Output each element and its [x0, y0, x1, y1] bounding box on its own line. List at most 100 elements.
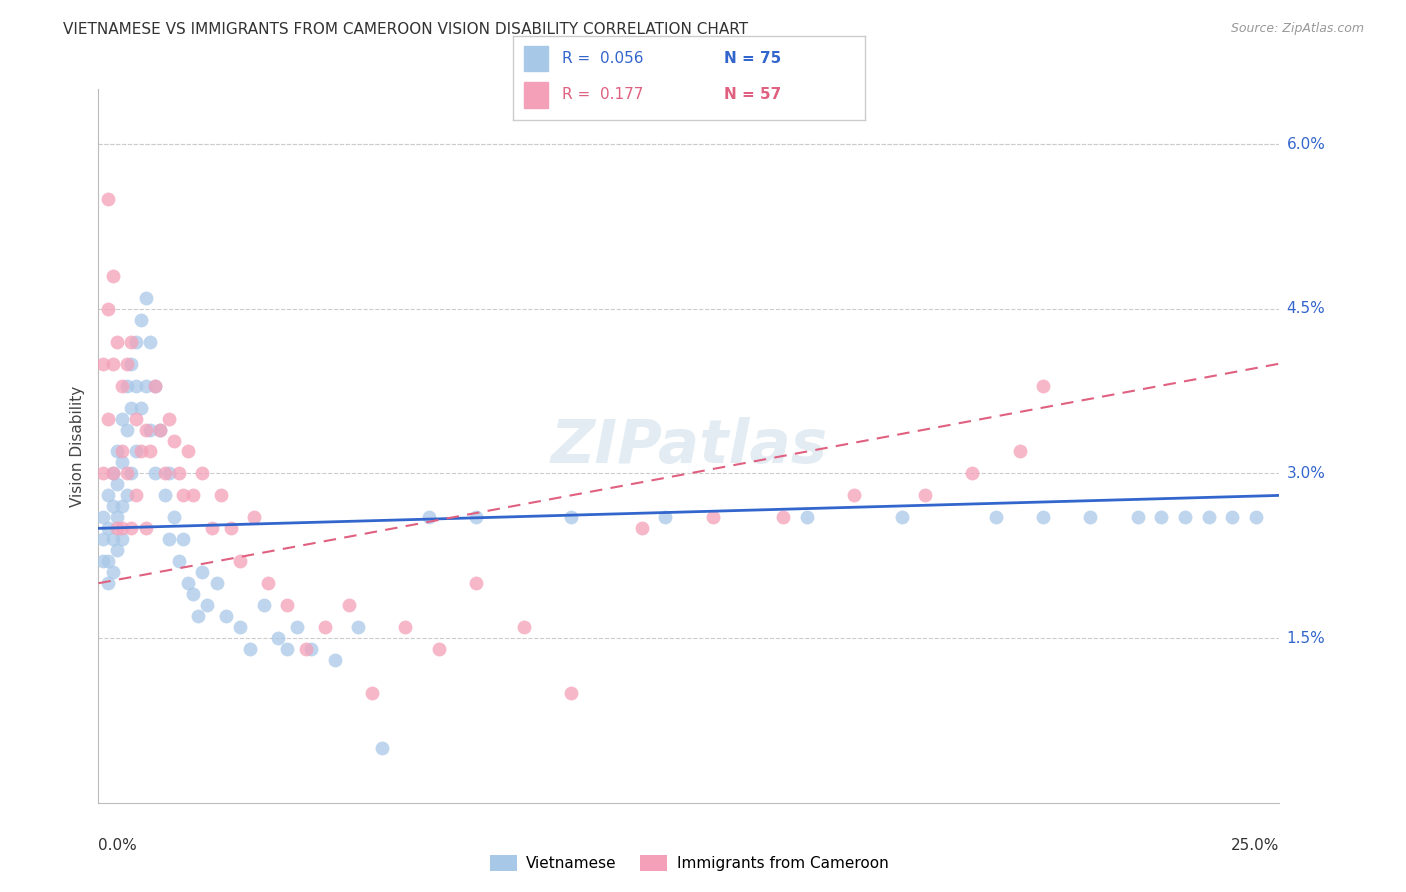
Point [97, 488, 120, 502]
Point [209, 488, 232, 502]
Text: 0.0%: 0.0% [98, 838, 138, 854]
Point [1080, 510, 1102, 524]
Point [97, 301, 120, 316]
Point [105, 543, 128, 558]
Point [149, 423, 172, 437]
Point [105, 477, 128, 491]
Point [121, 401, 143, 415]
Point [101, 533, 124, 547]
Text: N = 75: N = 75 [724, 51, 782, 66]
Bar [523, 45, 548, 71]
Point [418, 510, 440, 524]
Point [257, 576, 280, 591]
Point [177, 444, 200, 458]
Point [163, 510, 186, 524]
Point [139, 444, 162, 458]
Point [229, 620, 252, 634]
Point [121, 357, 143, 371]
Text: ZIPatlas: ZIPatlas [550, 417, 828, 475]
Point [560, 510, 582, 524]
Text: 4.5%: 4.5% [1286, 301, 1326, 317]
Point [91, 467, 114, 481]
Point [772, 510, 794, 524]
Point [914, 488, 936, 502]
Point [91, 357, 114, 371]
Point [239, 642, 262, 657]
Point [1032, 378, 1054, 392]
Text: Source: ZipAtlas.com: Source: ZipAtlas.com [1230, 22, 1364, 36]
Point [91, 554, 114, 568]
Text: VIETNAMESE VS IMMIGRANTS FROM CAMEROON VISION DISABILITY CORRELATION CHART: VIETNAMESE VS IMMIGRANTS FROM CAMEROON V… [63, 22, 748, 37]
Point [1126, 510, 1149, 524]
Point [1244, 510, 1267, 524]
Point [177, 576, 200, 591]
Point [129, 401, 152, 415]
Text: R =  0.177: R = 0.177 [562, 87, 644, 103]
Point [1150, 510, 1173, 524]
Point [163, 434, 186, 448]
Point [201, 521, 224, 535]
Point [121, 521, 143, 535]
Point [215, 609, 238, 624]
Point [135, 521, 157, 535]
Bar [523, 82, 548, 108]
Point [890, 510, 912, 524]
Point [702, 510, 724, 524]
Point [129, 444, 152, 458]
Point [167, 554, 190, 568]
Point [111, 444, 134, 458]
Point [111, 533, 134, 547]
Point [512, 620, 534, 634]
Point [191, 566, 214, 580]
Point [149, 423, 172, 437]
Point [191, 467, 214, 481]
Point [172, 533, 194, 547]
Text: R =  0.056: R = 0.056 [562, 51, 644, 66]
Point [323, 653, 346, 667]
Point [1220, 510, 1243, 524]
Point [465, 576, 488, 591]
Point [157, 411, 180, 425]
Point [337, 598, 360, 612]
Point [205, 576, 228, 591]
Point [796, 510, 818, 524]
Point [1008, 444, 1031, 458]
Point [253, 598, 276, 612]
Point [105, 444, 128, 458]
Point [115, 488, 138, 502]
Point [111, 500, 134, 514]
Point [465, 510, 488, 524]
Point [143, 378, 166, 392]
Point [111, 455, 134, 469]
Point [654, 510, 676, 524]
Point [101, 467, 124, 481]
Point [125, 334, 148, 349]
Point [195, 598, 218, 612]
Point [115, 378, 138, 392]
Point [115, 357, 138, 371]
Point [105, 334, 128, 349]
Point [167, 467, 190, 481]
Point [187, 609, 209, 624]
Point [285, 620, 308, 634]
Point [97, 576, 120, 591]
Point [427, 642, 450, 657]
Y-axis label: Vision Disability: Vision Disability [69, 385, 84, 507]
Point [153, 467, 176, 481]
Point [243, 510, 266, 524]
Point [111, 521, 134, 535]
Point [1032, 510, 1054, 524]
Point [229, 554, 252, 568]
Legend: Vietnamese, Immigrants from Cameroon: Vietnamese, Immigrants from Cameroon [484, 849, 894, 877]
Point [91, 510, 114, 524]
Point [101, 500, 124, 514]
Point [143, 467, 166, 481]
Point [121, 334, 143, 349]
Point [143, 378, 166, 392]
Point [314, 620, 336, 634]
Point [115, 467, 138, 481]
Point [984, 510, 1007, 524]
Point [91, 533, 114, 547]
Text: 1.5%: 1.5% [1286, 631, 1326, 646]
Point [1174, 510, 1197, 524]
